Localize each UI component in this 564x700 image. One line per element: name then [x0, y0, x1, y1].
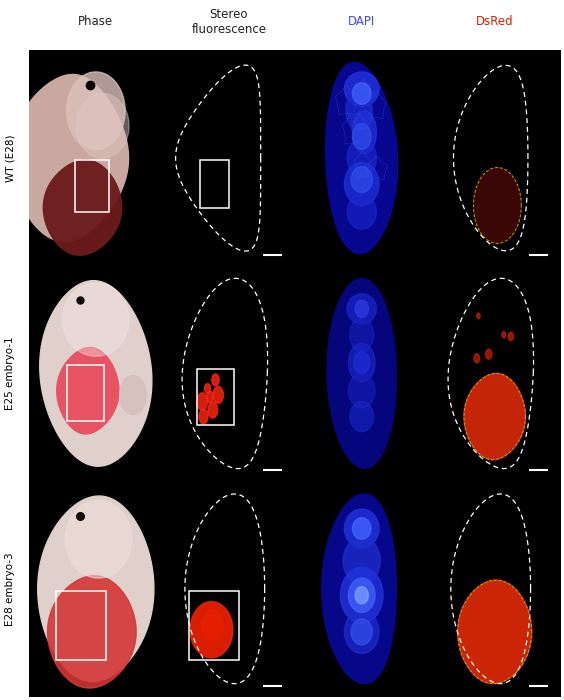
Text: DsRed: DsRed — [476, 15, 513, 28]
Polygon shape — [352, 111, 376, 154]
Polygon shape — [208, 402, 218, 418]
Polygon shape — [343, 537, 380, 584]
Polygon shape — [199, 410, 208, 424]
Polygon shape — [347, 195, 376, 229]
Polygon shape — [347, 294, 376, 324]
Polygon shape — [212, 374, 219, 386]
Polygon shape — [346, 91, 372, 130]
Polygon shape — [351, 619, 372, 645]
Polygon shape — [486, 349, 492, 359]
Polygon shape — [43, 160, 122, 255]
Polygon shape — [212, 374, 219, 386]
Polygon shape — [350, 318, 374, 352]
Polygon shape — [345, 509, 379, 548]
Bar — [74, 160, 109, 212]
Polygon shape — [474, 354, 479, 363]
Polygon shape — [205, 384, 210, 393]
Bar — [200, 160, 229, 208]
Polygon shape — [327, 279, 396, 468]
Bar — [197, 369, 234, 425]
Text: DAPI: DAPI — [348, 15, 376, 28]
Polygon shape — [57, 347, 119, 434]
Polygon shape — [199, 410, 208, 424]
Polygon shape — [67, 72, 125, 150]
Polygon shape — [352, 124, 371, 150]
Polygon shape — [349, 578, 375, 612]
Polygon shape — [464, 373, 526, 460]
Polygon shape — [202, 610, 223, 640]
Polygon shape — [213, 386, 223, 403]
Polygon shape — [322, 494, 396, 684]
Polygon shape — [458, 580, 532, 684]
Polygon shape — [65, 500, 132, 578]
Polygon shape — [352, 518, 371, 539]
Polygon shape — [502, 332, 506, 338]
Polygon shape — [351, 167, 372, 193]
Polygon shape — [38, 496, 154, 682]
Bar — [67, 365, 104, 421]
Polygon shape — [349, 343, 375, 382]
Polygon shape — [345, 72, 379, 106]
Text: Stereo
fluorescence: Stereo fluorescence — [191, 8, 266, 36]
Polygon shape — [345, 610, 379, 653]
Polygon shape — [206, 391, 214, 403]
Polygon shape — [326, 62, 398, 253]
Polygon shape — [205, 384, 210, 393]
Polygon shape — [464, 373, 526, 460]
Polygon shape — [355, 587, 368, 604]
Polygon shape — [213, 386, 223, 403]
Polygon shape — [352, 83, 371, 104]
Polygon shape — [458, 580, 532, 684]
Polygon shape — [345, 162, 379, 206]
Polygon shape — [197, 393, 208, 410]
Polygon shape — [76, 94, 129, 158]
Bar — [189, 591, 239, 660]
Text: WT (E28): WT (E28) — [5, 134, 15, 182]
Polygon shape — [341, 567, 383, 623]
Polygon shape — [39, 281, 152, 466]
Polygon shape — [57, 347, 119, 434]
Bar — [56, 591, 107, 660]
Text: E28 embryo-3: E28 embryo-3 — [5, 552, 15, 626]
Polygon shape — [120, 376, 146, 414]
Polygon shape — [355, 300, 368, 318]
Polygon shape — [477, 313, 480, 319]
Polygon shape — [508, 332, 513, 340]
Polygon shape — [47, 576, 136, 688]
Polygon shape — [473, 167, 521, 244]
Polygon shape — [43, 160, 122, 255]
Polygon shape — [350, 401, 374, 432]
Polygon shape — [190, 602, 233, 658]
Polygon shape — [13, 74, 129, 242]
Polygon shape — [354, 352, 370, 373]
Polygon shape — [473, 167, 521, 244]
Polygon shape — [349, 374, 375, 408]
Polygon shape — [47, 576, 136, 688]
Polygon shape — [190, 602, 233, 658]
Text: E25 embryo-1: E25 embryo-1 — [5, 337, 15, 410]
Polygon shape — [63, 283, 129, 356]
Polygon shape — [197, 393, 208, 410]
Polygon shape — [206, 391, 214, 403]
Polygon shape — [347, 139, 376, 178]
Polygon shape — [208, 402, 218, 418]
Text: Phase: Phase — [78, 15, 113, 28]
